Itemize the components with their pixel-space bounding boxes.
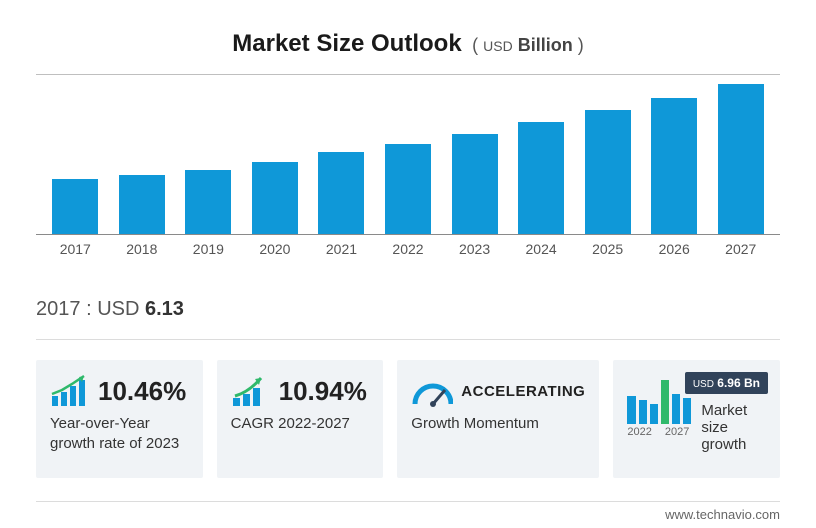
- highlight-number: 6.13: [145, 298, 184, 320]
- barchart-up-icon: [50, 374, 90, 408]
- mini-bar: [627, 396, 635, 424]
- bar-col: [242, 162, 309, 234]
- momentum-value: ACCELERATING: [461, 383, 585, 400]
- bar-col: [707, 84, 774, 234]
- card-yoy: 10.46% Year-over-Year growth rate of 202…: [36, 360, 203, 478]
- highlight-currency: USD: [97, 298, 139, 320]
- yoy-value: 10.46%: [98, 376, 186, 407]
- x-tick-label: 2022: [375, 241, 442, 257]
- card-cagr: 10.94% CAGR 2022-2027: [217, 360, 384, 478]
- mini-bar: [683, 398, 691, 424]
- cards-row: 10.46% Year-over-Year growth rate of 202…: [36, 360, 780, 478]
- mini-bar: [672, 394, 680, 424]
- bar: [718, 84, 764, 234]
- bar-col: [508, 122, 575, 234]
- card-momentum: ACCELERATING Growth Momentum: [397, 360, 599, 478]
- x-axis: 2017201820192020202120222023202420252026…: [36, 234, 780, 257]
- page: Market Size Outlook ( USD Billion ) 2017…: [0, 0, 816, 528]
- mini-label-end: 2027: [665, 426, 689, 438]
- bar-col: [375, 144, 442, 234]
- bar-col: [574, 110, 641, 234]
- bar: [452, 134, 498, 234]
- title-main: Market Size Outlook: [232, 30, 461, 57]
- highlight-year: 2017: [36, 298, 81, 320]
- bar: [385, 144, 431, 234]
- x-tick-label: 2018: [109, 241, 176, 257]
- cagr-value: 10.94%: [279, 376, 367, 407]
- highlight-value: 2017 : USD 6.13: [36, 298, 780, 321]
- bar-col: [175, 170, 242, 234]
- mini-labels: 2022 2027: [627, 426, 689, 438]
- title-scale: Billion: [518, 35, 573, 55]
- x-tick-label: 2025: [574, 241, 641, 257]
- footer-url: www.technavio.com: [665, 506, 780, 522]
- x-tick-label: 2024: [508, 241, 575, 257]
- x-tick-label: 2020: [242, 241, 309, 257]
- bar: [252, 162, 298, 234]
- bar: [52, 179, 98, 234]
- bar-col: [109, 175, 176, 234]
- cagr-label: CAGR 2022-2027: [231, 414, 370, 434]
- mini-bar: [639, 400, 647, 424]
- x-tick-label: 2027: [707, 241, 774, 257]
- bar-col: [641, 98, 708, 234]
- yoy-label: Year-over-Year growth rate of 2023: [50, 414, 189, 455]
- mini-chart-wrap: 2022 2027: [627, 374, 691, 462]
- title-unit: ( USD Billion ): [472, 35, 584, 55]
- x-tick-label: 2019: [175, 241, 242, 257]
- growth-label-2: growth: [701, 436, 766, 453]
- bar-col: [441, 134, 508, 234]
- bar: [518, 122, 564, 234]
- bar: [185, 170, 231, 234]
- mini-bar: [650, 404, 658, 424]
- mini-bar: [661, 380, 669, 424]
- divider: [36, 339, 780, 340]
- x-tick-label: 2026: [641, 241, 708, 257]
- barchart-arrow-icon: [231, 374, 271, 408]
- bar: [119, 175, 165, 234]
- gauge-icon: [411, 374, 453, 408]
- highlight-sep: :: [86, 298, 97, 320]
- title-row: Market Size Outlook ( USD Billion ): [36, 30, 780, 58]
- bars-row: [36, 74, 780, 234]
- momentum-label: Growth Momentum: [411, 414, 585, 434]
- bar: [585, 110, 631, 234]
- x-tick-label: 2023: [441, 241, 508, 257]
- bar: [651, 98, 697, 234]
- bar-chart: 2017201820192020202120222023202420252026…: [36, 74, 780, 254]
- growth-label-1: Market size: [701, 402, 766, 436]
- x-tick-label: 2021: [308, 241, 375, 257]
- bar-col: [308, 152, 375, 234]
- mini-bar-chart: [627, 374, 691, 424]
- title-currency: USD: [483, 38, 513, 54]
- bar-col: [42, 179, 109, 234]
- card-growth: USD 6.96 Bn 2022 2027 Market size growth: [613, 360, 780, 478]
- mini-label-start: 2022: [627, 426, 651, 438]
- bar: [318, 152, 364, 234]
- x-tick-label: 2017: [42, 241, 109, 257]
- footer-divider: [36, 501, 780, 502]
